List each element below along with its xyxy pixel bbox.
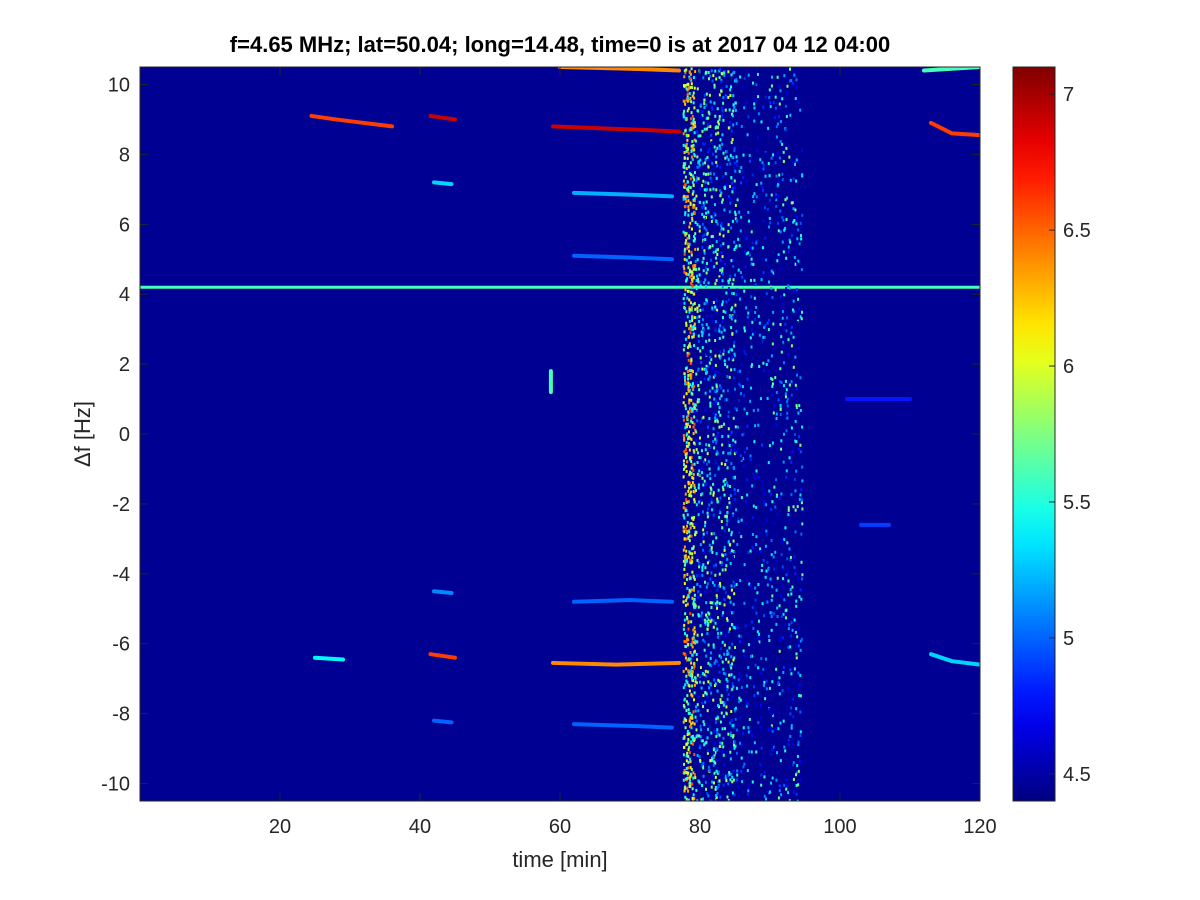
signal-trace [432,589,454,596]
signal-trace [551,124,681,134]
signal-trace [551,660,681,667]
signal-trace [572,598,674,604]
noise-band [694,67,737,801]
x-axis: 20 40 60 80 100 120 [269,67,997,838]
signal-trace [309,113,394,129]
y-axis: 10 8 6 4 2 0 -2 -4 -6 -8 -10 [101,74,980,796]
signal-trace [432,718,454,725]
signal-trace [929,120,980,138]
x-tick-label: 60 [549,816,571,838]
y-tick-label: -6 [112,634,130,656]
x-tick-label: 40 [409,816,431,838]
y-tick-label: 10 [108,74,130,96]
x-tick-label: 100 [823,816,856,838]
colorbar-axis: 7 6.5 6 5.5 5 4.5 [1049,84,1091,786]
colorbar-tick-label: 5.5 [1063,492,1091,514]
signal-trace [313,655,345,662]
y-tick-label: 2 [119,354,130,376]
y-axis-label: Δf [Hz] [70,401,95,467]
signal-trace [428,652,457,660]
signal-trace [929,652,980,667]
y-tick-label: -2 [112,494,130,516]
y-tick-label: 6 [119,214,130,236]
broadband-column [682,67,697,801]
colorbar-tick-label: 4.5 [1063,764,1091,786]
colorbar-tick-label: 6 [1063,356,1074,378]
x-axis-label: time [min] [512,847,607,872]
spectrogram-data [140,67,980,801]
signal-trace [432,180,454,187]
colorbar [1012,66,1056,802]
y-tick-label: -10 [101,774,130,796]
chart-title: f=4.65 MHz; lat=50.04; long=14.48, time=… [230,32,890,57]
signal-trace [922,67,980,73]
y-tick-label: 4 [119,284,130,306]
x-tick-label: 20 [269,816,291,838]
signal-trace [558,67,681,73]
y-tick-label: -8 [112,704,130,726]
y-tick-label: 8 [119,144,130,166]
noise-band [770,67,804,801]
plot-area [140,67,980,801]
y-tick-label: 0 [119,424,130,446]
signal-trace [572,722,674,730]
noise-band [735,72,772,801]
x-tick-label: 80 [689,816,711,838]
signal-trace [572,190,674,199]
colorbar-tick-label: 7 [1063,84,1074,106]
signal-trace [428,113,457,122]
x-tick-label: 120 [963,816,996,838]
colorbar-tick-label: 5 [1063,628,1074,650]
y-tick-label: -4 [112,564,130,586]
signal-trace [572,253,674,262]
colorbar-tick-label: 6.5 [1063,220,1091,242]
